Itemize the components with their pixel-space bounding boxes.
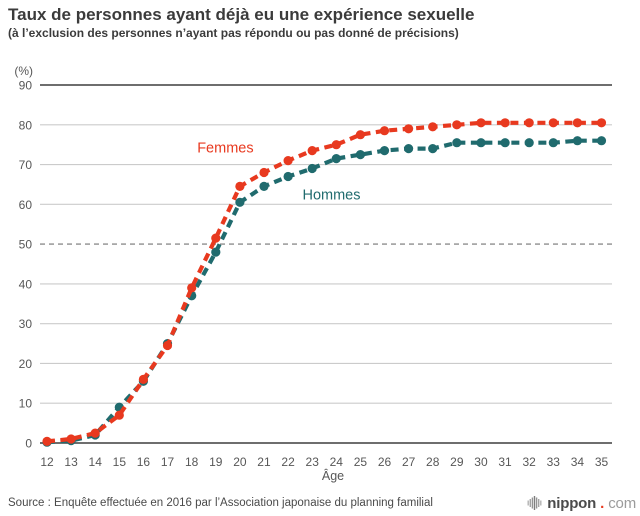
femmes-point	[428, 122, 438, 132]
femmes-series-label: Femmes	[197, 141, 253, 157]
x-tick-label: 12	[40, 455, 54, 469]
y-tick-label: 20	[19, 357, 33, 371]
hommes-point	[404, 144, 414, 154]
logo-brand: nippon	[547, 494, 597, 512]
femmes-point	[283, 156, 293, 166]
hommes-point	[307, 163, 317, 174]
chart-header: Taux de personnes ayant déjà eu une expé…	[8, 4, 632, 41]
y-tick-label: 40	[19, 277, 33, 291]
chart-svg: 0 10 20 30 40 50 60 70 80 90(%) 12 13 14 15 16 17 18 19 20…	[14, 64, 612, 483]
logo-dot: .	[600, 494, 605, 512]
femmes-point	[379, 126, 390, 136]
femmes-point	[66, 434, 76, 444]
x-tick-label: 19	[209, 455, 223, 469]
femmes-point	[596, 118, 607, 128]
hommes-point	[572, 136, 583, 146]
femmes-point	[476, 118, 486, 128]
x-tick-label: 34	[571, 455, 585, 469]
y-axis-unit-label: (%)	[14, 64, 33, 78]
y-tick-label: 10	[19, 397, 33, 411]
femmes-point	[138, 374, 148, 384]
x-tick-label: 26	[378, 455, 392, 469]
nippon-logo-icon	[527, 495, 543, 511]
y-tick-label: 70	[19, 158, 33, 172]
hommes-point	[428, 144, 438, 154]
femmes-point	[404, 124, 414, 134]
femmes-point	[114, 410, 124, 420]
x-tick-label: 28	[426, 455, 440, 469]
femmes-point	[307, 146, 317, 156]
x-tick-label: 18	[185, 455, 199, 469]
logo-tld: com	[608, 494, 636, 512]
x-tick-label: 15	[113, 455, 127, 469]
x-tick-label: 31	[498, 455, 512, 469]
hommes-series-label: Hommes	[302, 187, 360, 203]
hommes-point	[331, 154, 341, 164]
hommes-point	[548, 138, 558, 148]
x-tick-label: 35	[595, 455, 609, 469]
x-tick-label: 33	[547, 455, 561, 469]
femmes-point	[331, 140, 341, 150]
femmes-point	[187, 283, 197, 293]
x-tick-label: 30	[474, 455, 488, 469]
femmes-point	[500, 118, 510, 128]
chart-footer: Source : Enquête effectuée en 2016 par l…	[8, 493, 636, 513]
x-tick-label: 14	[89, 455, 103, 469]
femmes-point	[235, 181, 245, 191]
hommes-point	[235, 197, 245, 207]
hommes-point	[283, 171, 293, 182]
femmes-point	[548, 118, 558, 128]
hommes-point	[500, 138, 510, 148]
hommes-point	[211, 247, 221, 257]
femmes-point	[452, 120, 462, 130]
femmes-point	[42, 436, 52, 446]
hommes-point	[452, 138, 462, 148]
hommes-point	[476, 138, 486, 148]
x-tick-label: 27	[402, 455, 416, 469]
source-note: Source : Enquête effectuée en 2016 par l…	[8, 497, 433, 509]
y-tick-label: 30	[19, 317, 33, 331]
page-title: Taux de personnes ayant déjà eu une expé…	[8, 5, 475, 24]
hommes-point	[379, 146, 390, 156]
x-axis-title: Âge	[322, 468, 344, 483]
femmes-point	[259, 167, 269, 178]
x-tick-label: 21	[257, 455, 271, 469]
chart-area: 0 10 20 30 40 50 60 70 80 90 (%) 12 13 14 15 16 17 18 19 20…	[0, 55, 640, 488]
nippon-logo: nippon. com	[527, 495, 636, 512]
femmes-point	[572, 118, 583, 128]
hommes-point	[259, 181, 269, 191]
y-tick-label: 50	[19, 238, 33, 252]
hommes-point	[524, 138, 534, 148]
femmes-point	[211, 233, 221, 243]
femmes-line	[46, 120, 602, 444]
x-tick-label: 17	[161, 455, 175, 469]
page-subtitle: (à l’exclusion des personnes n’ayant pas…	[8, 26, 459, 40]
x-tick-label: 29	[450, 455, 464, 469]
y-tick-label: 60	[19, 198, 33, 212]
x-tick-label: 20	[233, 455, 247, 469]
x-tick-label: 32	[522, 455, 536, 469]
y-tick-label: 80	[19, 118, 33, 132]
femmes-point	[162, 340, 173, 351]
x-tick-label: 22	[281, 455, 295, 469]
hommes-point	[355, 150, 365, 160]
y-tick-label: 0	[25, 437, 32, 451]
x-tick-label: 13	[64, 455, 78, 469]
x-tick-label: 23	[306, 455, 320, 469]
femmes-point	[524, 118, 534, 128]
x-tick-label: 25	[354, 455, 368, 469]
y-tick-label: 90	[19, 79, 33, 93]
femmes-point	[90, 428, 100, 438]
femmes-point	[355, 130, 365, 140]
x-tick-label: 24	[330, 455, 344, 469]
x-tick-label: 16	[137, 455, 151, 469]
hommes-point	[596, 136, 607, 146]
